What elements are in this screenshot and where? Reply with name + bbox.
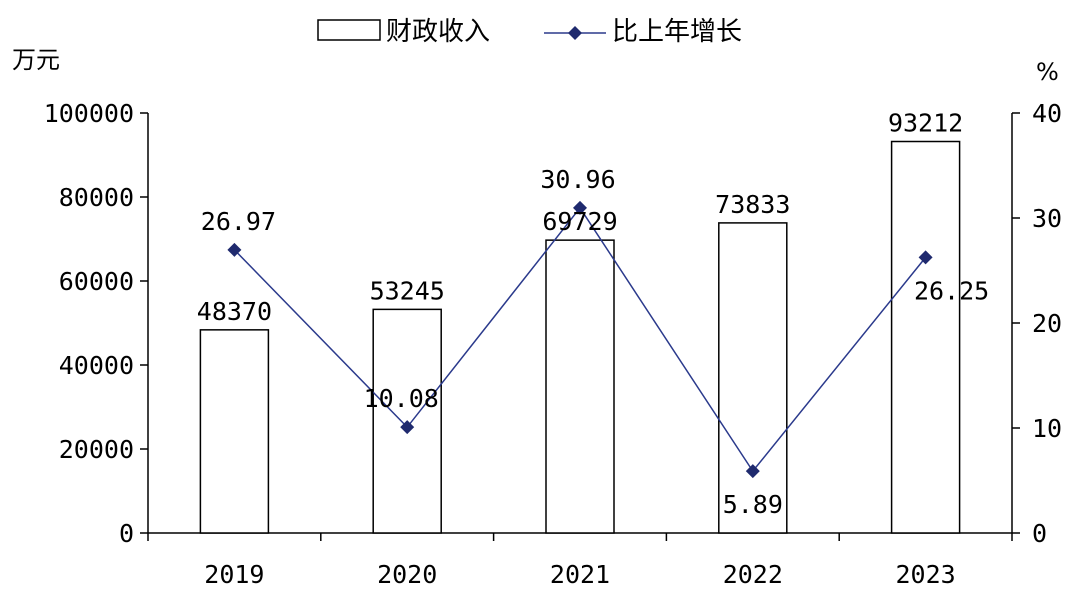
growth-marker xyxy=(573,200,587,215)
y-left-tick-label: 20000 xyxy=(59,435,134,464)
bar-value-label: 53245 xyxy=(370,276,445,305)
growth-marker xyxy=(227,242,242,257)
y-right-tick-label: 20 xyxy=(1032,309,1062,338)
x-tick-label: 2019 xyxy=(204,560,264,589)
legend-bar-swatch xyxy=(317,19,381,41)
y-left-unit: 万元 xyxy=(12,46,60,74)
x-tick-label: 2021 xyxy=(550,560,610,589)
y-right-tick-label: 30 xyxy=(1032,204,1062,233)
bar xyxy=(890,140,961,534)
y-right-tick-label: 10 xyxy=(1032,414,1062,443)
y-right-tick-label: 40 xyxy=(1032,99,1062,128)
x-ticks: 2019 2020 2021 2022 2023 xyxy=(147,533,1013,589)
y-left-tick-label: 40000 xyxy=(59,351,134,380)
growth-marker xyxy=(745,464,760,479)
growth-value-label: 30.96 xyxy=(540,165,615,194)
bar-value-label: 93212 xyxy=(888,109,963,138)
y-right-tick-label: 0 xyxy=(1032,519,1047,548)
legend-bar-label: 财政收入 xyxy=(386,17,490,47)
y-right-unit: % xyxy=(1036,58,1059,86)
growth-value-label: 26.25 xyxy=(914,276,989,305)
bar xyxy=(199,329,270,534)
bar-value-label: 73833 xyxy=(715,190,790,219)
bar-value-label: 48370 xyxy=(197,297,272,326)
bar-labels: 48370 53245 69729 73833 93212 xyxy=(197,109,963,326)
y-left-tick-label: 0 xyxy=(119,519,134,548)
legend: 财政收入 比上年增长 xyxy=(317,17,742,47)
legend-line-label: 比上年增长 xyxy=(612,17,742,47)
growth-marker xyxy=(400,420,415,435)
x-tick-label: 2023 xyxy=(895,560,955,589)
growth-value-label: 26.97 xyxy=(201,207,276,236)
y-left-tick-label: 100000 xyxy=(44,99,134,128)
y-left-ticks: 0 20000 40000 60000 80000 100000 xyxy=(44,99,148,548)
line-labels: 26.97 10.08 30.96 5.89 26.25 xyxy=(201,165,989,519)
bars xyxy=(199,140,961,534)
line-series xyxy=(227,200,933,479)
y-left-tick-label: 60000 xyxy=(59,267,134,296)
bar-value-label: 69729 xyxy=(542,207,617,236)
growth-value-label: 5.89 xyxy=(723,490,783,519)
growth-marker xyxy=(918,250,933,265)
x-tick-label: 2020 xyxy=(377,560,437,589)
y-left-tick-label: 80000 xyxy=(59,183,134,212)
bar xyxy=(718,222,788,534)
growth-value-label: 10.08 xyxy=(364,384,439,413)
y-right-ticks: 0 10 20 30 40 xyxy=(1012,99,1062,548)
legend-line-marker xyxy=(568,26,582,40)
bar xyxy=(545,239,615,534)
x-tick-label: 2022 xyxy=(723,560,783,589)
